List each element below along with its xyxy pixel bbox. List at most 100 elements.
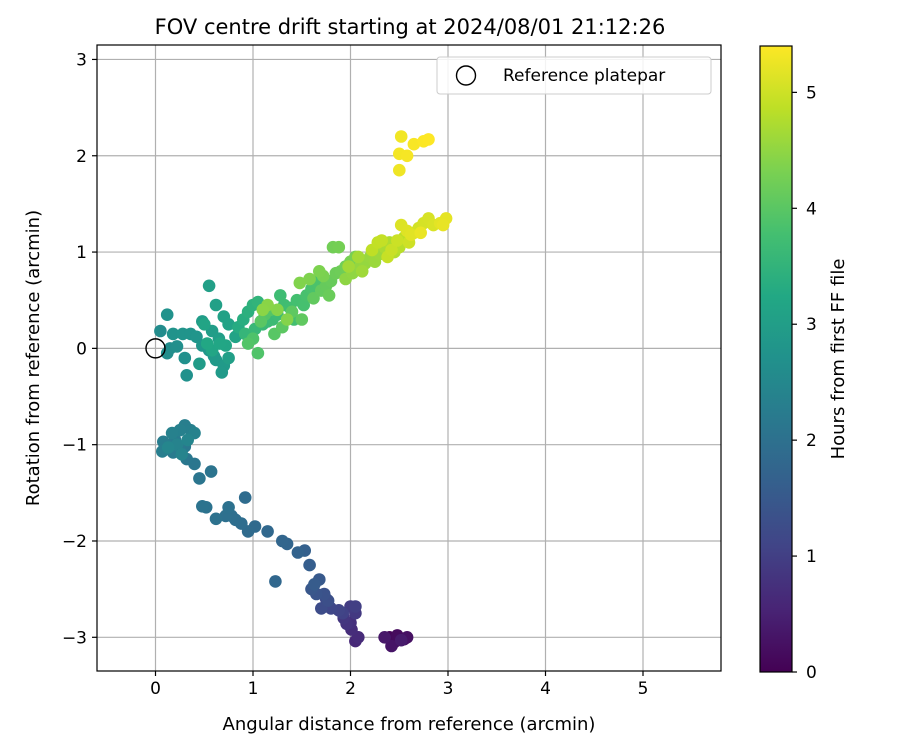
data-point [175, 448, 189, 461]
data-point [404, 228, 418, 241]
legend: Reference platepar [436, 56, 712, 95]
data-point [198, 318, 211, 331]
data-point [280, 313, 294, 326]
data-point [293, 276, 307, 290]
x-tick-label: 2 [345, 679, 356, 699]
data-point [178, 351, 192, 365]
data-point [271, 303, 284, 317]
y-axis-label: Rotation from reference (arcmin) [23, 210, 44, 506]
data-point [215, 366, 229, 379]
data-point [322, 289, 336, 302]
data-point [204, 465, 218, 478]
data-point [213, 337, 227, 350]
data-point [269, 575, 282, 588]
x-tick-label: 3 [443, 679, 454, 699]
data-point [209, 512, 223, 526]
data-point [400, 149, 414, 163]
y-tick-label: 0 [76, 339, 87, 359]
x-tick-label: 5 [638, 679, 649, 699]
data-point [193, 472, 206, 485]
y-tick-label: −2 [62, 532, 87, 552]
data-point [261, 525, 274, 538]
colorbar-tick-label: 3 [806, 315, 817, 335]
data-point [241, 337, 255, 350]
data-point [375, 234, 389, 247]
colorbar-tick-label: 5 [806, 83, 817, 103]
data-point [332, 240, 346, 254]
data-point [355, 265, 369, 278]
data-point [276, 534, 289, 548]
data-point [222, 318, 235, 331]
legend-label: Reference platepar [503, 66, 665, 86]
data-point [160, 346, 174, 360]
data-point [256, 303, 270, 317]
colorbar-ticks: 0 1 2 3 4 5 [792, 83, 817, 683]
data-point [202, 279, 216, 293]
data-point [393, 163, 406, 177]
colorbar-tick-label: 4 [806, 199, 817, 219]
data-point [394, 633, 408, 647]
data-point [407, 137, 421, 151]
y-tick-label: −3 [62, 628, 87, 648]
data-point [352, 250, 365, 264]
y-tick-label: 3 [76, 50, 87, 70]
data-point [166, 327, 180, 341]
data-point [180, 369, 193, 382]
data-point [274, 289, 287, 302]
colorbar-gradient [759, 45, 793, 673]
x-tick-label: 4 [540, 679, 551, 699]
data-point [422, 133, 435, 146]
plot-frame [96, 44, 722, 672]
colorbar-label: Hours from first FF file [828, 259, 849, 460]
data-point [307, 292, 320, 305]
x-tick-label: 1 [248, 679, 259, 699]
data-point [222, 501, 235, 514]
data-point [254, 315, 268, 328]
data-point [160, 308, 174, 322]
data-point [303, 272, 316, 286]
y-ticks: −3 −2 −1 0 1 2 3 [62, 50, 97, 648]
data-point [313, 265, 326, 278]
data-point [181, 433, 194, 447]
data-point [209, 298, 223, 312]
data-point [291, 546, 305, 559]
data-point [385, 639, 398, 653]
data-point [200, 337, 214, 350]
data-point [161, 441, 175, 454]
data-point [170, 340, 184, 353]
x-axis-label: Angular distance from reference (arcmin) [223, 714, 596, 735]
data-point [308, 578, 321, 591]
data-point [297, 298, 311, 312]
chart-title: FOV centre drift starting at 2024/08/01 … [155, 15, 666, 39]
x-tick-label: 0 [150, 679, 161, 699]
reference-platepar-point [145, 338, 166, 359]
reference-marker [145, 338, 166, 359]
data-point [222, 351, 235, 365]
data-point [154, 324, 167, 338]
data-point [436, 218, 450, 232]
data-point [193, 357, 206, 371]
y-tick-label: 1 [76, 243, 87, 263]
colorbar-tick-label: 1 [806, 547, 817, 567]
data-point [303, 558, 316, 572]
data-point [378, 631, 391, 644]
legend-box [436, 56, 712, 95]
data-point [342, 260, 355, 273]
data-point [414, 226, 428, 240]
data-point [251, 346, 265, 360]
data-point [349, 600, 362, 613]
data-point [196, 500, 209, 513]
scatter-points [154, 130, 453, 653]
y-tick-label: 2 [76, 147, 87, 167]
data-point [391, 234, 404, 247]
legend-marker-icon [455, 65, 477, 86]
colorbar-tick-label: 2 [806, 431, 817, 451]
y-tick-label: −1 [62, 436, 87, 456]
x-ticks: 0 1 2 3 4 5 [150, 671, 648, 699]
data-point [295, 313, 309, 326]
colorbar: 0 1 2 3 4 5 Hours from first FF file [759, 45, 849, 683]
data-point [394, 130, 408, 143]
data-point [229, 330, 242, 344]
data-point [165, 426, 179, 440]
